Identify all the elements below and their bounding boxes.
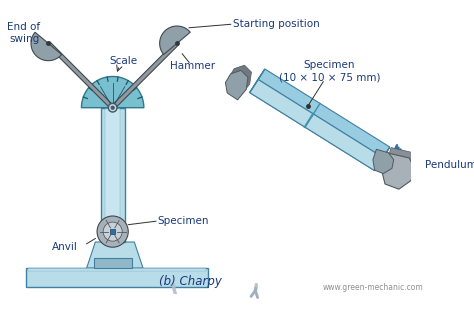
Text: End of
swing: End of swing — [8, 22, 41, 44]
Polygon shape — [373, 149, 394, 174]
Circle shape — [97, 216, 128, 247]
Circle shape — [103, 222, 122, 241]
Polygon shape — [110, 229, 115, 234]
Text: www.green-mechanic.com: www.green-mechanic.com — [322, 283, 423, 292]
Polygon shape — [382, 153, 414, 189]
Polygon shape — [160, 26, 190, 55]
Circle shape — [109, 103, 117, 112]
Polygon shape — [386, 148, 419, 184]
Polygon shape — [250, 79, 383, 171]
Text: Hammer: Hammer — [170, 61, 215, 71]
Text: Scale: Scale — [109, 56, 137, 66]
Text: Specimen: Specimen — [158, 216, 209, 226]
Polygon shape — [250, 82, 382, 171]
Polygon shape — [26, 268, 208, 287]
Polygon shape — [105, 108, 120, 242]
Text: Anvil: Anvil — [52, 242, 78, 252]
Polygon shape — [47, 42, 114, 109]
Text: Specimen
(10 × 10 × 75 mm): Specimen (10 × 10 × 75 mm) — [279, 61, 380, 82]
Polygon shape — [82, 77, 144, 108]
Polygon shape — [93, 257, 132, 268]
Polygon shape — [229, 65, 251, 95]
Polygon shape — [258, 69, 390, 157]
Polygon shape — [100, 108, 125, 242]
Text: Starting position: Starting position — [233, 19, 320, 29]
Polygon shape — [374, 147, 390, 171]
Polygon shape — [31, 32, 62, 61]
Polygon shape — [111, 42, 179, 109]
Text: Pendulum: Pendulum — [425, 160, 474, 170]
Polygon shape — [87, 242, 143, 268]
Polygon shape — [250, 69, 265, 93]
Polygon shape — [28, 268, 206, 272]
Polygon shape — [226, 70, 248, 100]
Text: (b) Charpy: (b) Charpy — [159, 275, 222, 288]
Circle shape — [111, 106, 114, 109]
